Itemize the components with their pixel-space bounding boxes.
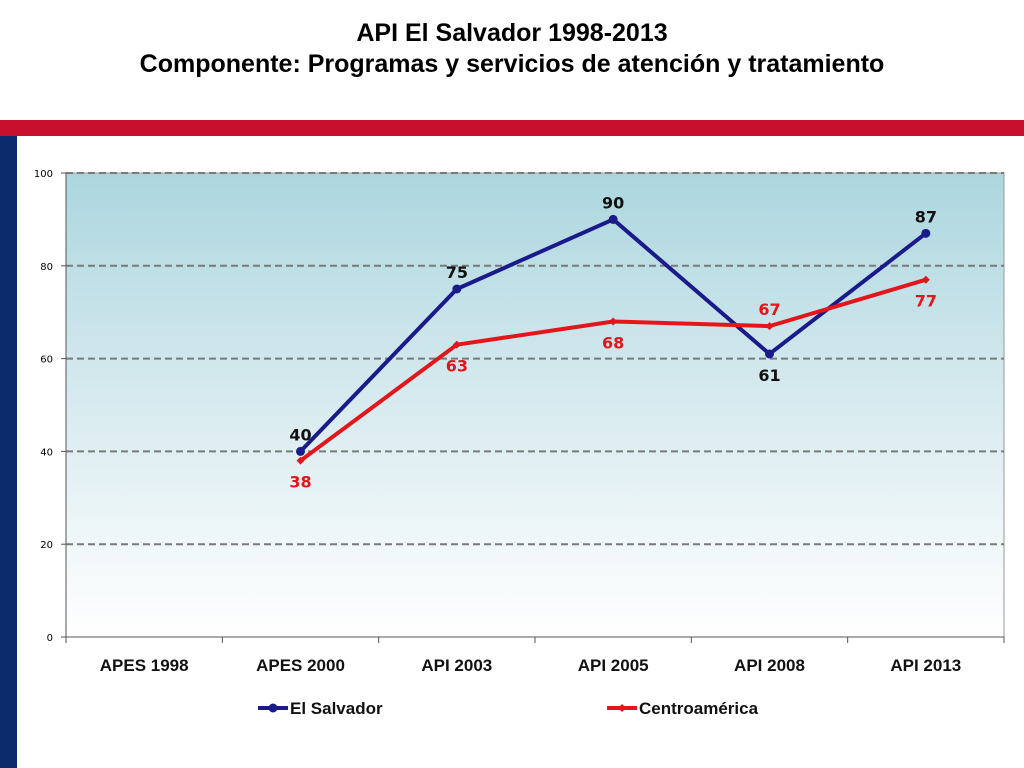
data-point xyxy=(609,317,618,326)
data-point xyxy=(765,322,774,331)
data-label: 67 xyxy=(758,300,780,319)
x-tick-label: API 2005 xyxy=(578,656,649,675)
legend-item-centroamerica: Centroamérica xyxy=(607,699,759,718)
data-label: 40 xyxy=(289,425,311,444)
x-tick-label: API 2008 xyxy=(734,656,805,675)
data-label: 87 xyxy=(915,207,937,226)
data-point xyxy=(296,446,305,456)
axes: 0 20 40 60 80 100 APES 1998 APES 2000 API 2003 AP… xyxy=(34,169,1005,675)
data-label: 77 xyxy=(915,292,937,311)
data-point xyxy=(921,275,930,284)
x-tick-label: API 2003 xyxy=(421,656,492,675)
data-point xyxy=(921,228,931,238)
title-block: API El Salvador 1998-2013 Componente: Pr… xyxy=(0,18,1024,80)
legend-item-el-salvador: El Salvador xyxy=(258,699,383,718)
data-point xyxy=(765,349,774,359)
plot-area xyxy=(65,172,1005,638)
y-tick-label: 40 xyxy=(40,447,53,458)
x-tick-label: APES 2000 xyxy=(256,656,345,675)
red-banner xyxy=(0,120,1024,136)
y-tick-label: 100 xyxy=(34,169,53,180)
legend-label: Centroamérica xyxy=(639,699,759,718)
legend: El Salvador Centroamérica xyxy=(258,699,759,718)
data-label: 90 xyxy=(602,193,624,212)
data-label: 75 xyxy=(446,263,468,282)
y-tick-label: 20 xyxy=(40,540,53,551)
data-labels: 40 75 90 61 87 38 63 68 67 77 xyxy=(289,193,937,491)
legend-marker xyxy=(268,703,278,713)
y-tick-label: 60 xyxy=(40,355,53,366)
data-label: 68 xyxy=(602,333,624,352)
x-tick-label: API 2013 xyxy=(890,656,961,675)
legend-label: El Salvador xyxy=(290,699,383,718)
page-title: API El Salvador 1998-2013 xyxy=(356,19,668,47)
data-point xyxy=(608,214,618,224)
sidebar-divider xyxy=(17,136,19,768)
page-subtitle: Componente: Programas y servicios de ate… xyxy=(139,50,885,78)
data-point xyxy=(296,456,305,465)
data-label: 63 xyxy=(446,357,468,376)
data-point xyxy=(452,284,462,294)
y-tick-label: 80 xyxy=(40,262,53,273)
gridlines xyxy=(66,172,1004,546)
series-layer xyxy=(296,214,931,465)
y-tick-label: 0 xyxy=(47,633,53,644)
data-label: 61 xyxy=(758,366,780,385)
data-label: 38 xyxy=(289,473,311,492)
x-tick-label: APES 1998 xyxy=(100,656,189,675)
legend-marker xyxy=(618,704,626,712)
data-point xyxy=(452,340,461,349)
left-sidebar-stripe xyxy=(0,136,17,768)
